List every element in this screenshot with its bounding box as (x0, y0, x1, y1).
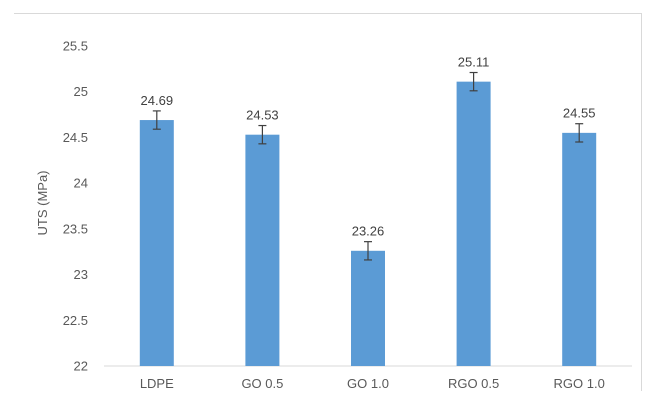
data-label: 24.69 (141, 93, 174, 108)
bar (139, 120, 174, 366)
data-label: 24.55 (563, 106, 596, 121)
data-label: 25.11 (458, 55, 490, 70)
bar (562, 132, 597, 366)
bar (245, 134, 280, 366)
y-tick-label: 24 (74, 176, 88, 191)
bar (351, 250, 385, 366)
category-label: RGO 0.5 (448, 376, 499, 391)
y-tick-label: 24.5 (63, 130, 88, 145)
y-tick-label: 25.5 (63, 39, 88, 54)
y-axis-title: UTS (MPa) (35, 171, 50, 236)
chart-frame (14, 13, 642, 391)
error-bars (152, 71, 584, 261)
y-tick-label: 23.5 (63, 221, 88, 236)
error-bar (575, 123, 584, 143)
category-label: GO 0.5 (241, 376, 283, 391)
bars (139, 81, 597, 367)
category-label: LDPE (140, 376, 174, 391)
data-label: 23.26 (352, 224, 385, 239)
error-bar (152, 110, 161, 130)
y-tick-label: 25 (74, 84, 88, 99)
bar (456, 81, 491, 367)
y-tick-label: 22.5 (63, 313, 88, 328)
error-bar (364, 241, 372, 261)
error-bar (258, 124, 267, 145)
y-axis-ticks: 22 22.5 23 23.5 24 24.5 25 25.5 (63, 39, 88, 374)
category-label: RGO 1.0 (554, 376, 605, 391)
y-axis-title-group: UTS (MPa) (35, 171, 50, 236)
y-tick-label: 23 (74, 267, 88, 282)
data-label: 24.53 (246, 108, 279, 123)
y-tick-label: 22 (74, 359, 88, 374)
data-labels: 24.69 24.53 23.26 25.11 24.55 (141, 55, 596, 239)
category-label: GO 1.0 (347, 376, 389, 391)
error-bar (469, 71, 478, 92)
category-labels: LDPE GO 0.5 GO 1.0 RGO 0.5 RGO 1.0 (140, 376, 605, 391)
